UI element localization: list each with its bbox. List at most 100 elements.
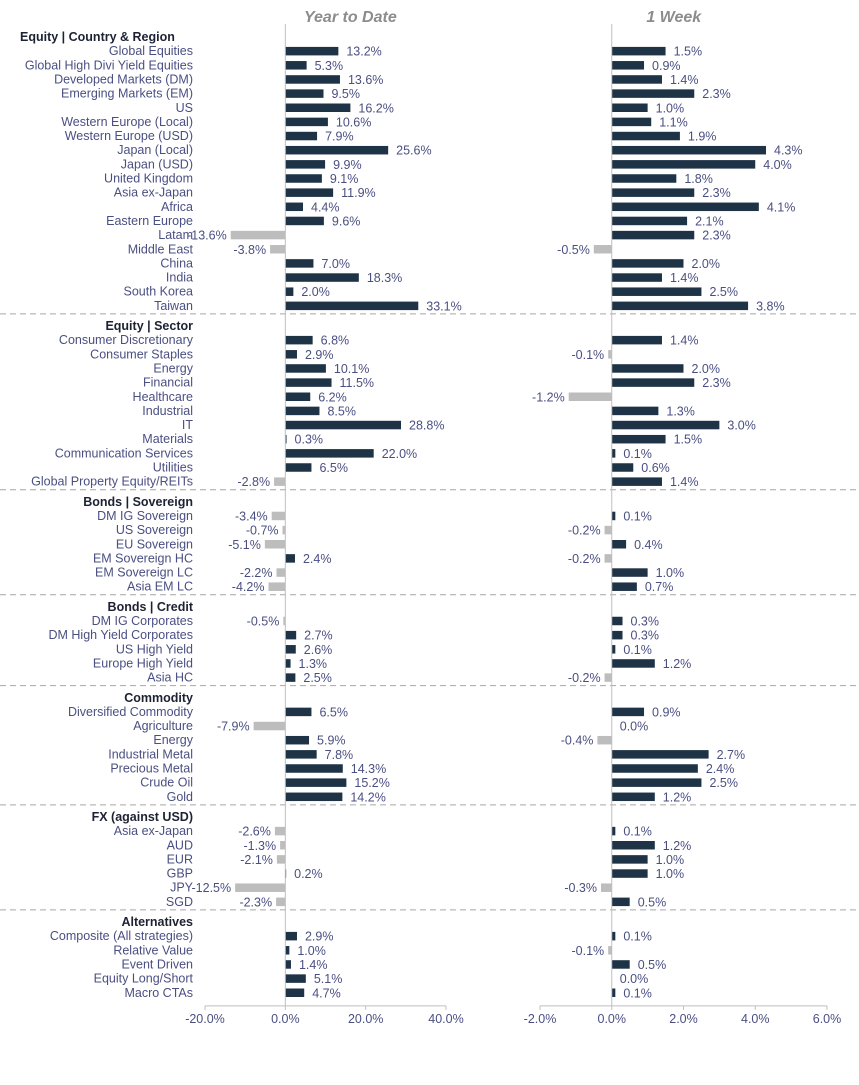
- value-label-week: 2.0%: [692, 362, 721, 376]
- value-label-week: 4.1%: [767, 200, 796, 214]
- value-label-week: 0.0%: [620, 972, 649, 986]
- bar-ytd: [285, 420, 402, 430]
- value-label-week: 0.0%: [620, 720, 649, 734]
- row-label: Eastern Europe: [106, 214, 193, 228]
- bar-ytd: [285, 259, 314, 268]
- value-label-ytd: 9.1%: [330, 172, 359, 186]
- bar-ytd: [285, 202, 304, 212]
- bar-ytd: [285, 792, 343, 802]
- value-label-week: -0.4%: [561, 734, 594, 748]
- value-label-week: -0.5%: [557, 243, 590, 257]
- value-label-ytd: 8.5%: [327, 404, 356, 418]
- row-label: Western Europe (USD): [65, 129, 193, 143]
- bar-week: [604, 525, 612, 535]
- x-tick-label: 4.0%: [741, 1012, 770, 1026]
- value-label-week: 4.0%: [763, 158, 792, 172]
- bar-week: [611, 659, 655, 668]
- value-label-ytd: -12.5%: [192, 881, 232, 895]
- row-label: Utilities: [153, 461, 193, 475]
- bar-week: [611, 540, 627, 549]
- value-label-week: 0.1%: [623, 986, 652, 1000]
- row-label: Equity Long/Short: [94, 972, 194, 986]
- value-label-week: 2.3%: [702, 186, 731, 200]
- value-label-ytd: -5.1%: [228, 538, 261, 552]
- row-label: Composite (All strategies): [50, 929, 193, 943]
- value-label-ytd: 7.9%: [325, 130, 354, 144]
- value-label-ytd: 22.0%: [382, 447, 417, 461]
- value-label-ytd: 2.9%: [305, 930, 334, 944]
- value-label-ytd: 5.9%: [317, 734, 346, 748]
- row-label: US High Yield: [116, 642, 193, 656]
- row-label: Consumer Discretionary: [59, 333, 194, 347]
- row-label: Japan (USD): [121, 157, 193, 171]
- row-label: GBP: [167, 867, 193, 881]
- value-label-ytd: 28.8%: [409, 419, 444, 433]
- value-label-week: 3.0%: [727, 419, 756, 433]
- bar-ytd: [285, 364, 326, 373]
- value-label-week: 4.3%: [774, 144, 803, 158]
- row-label: EUR: [167, 852, 193, 866]
- row-label: Global Equities: [109, 44, 193, 58]
- bar-week: [611, 434, 666, 444]
- value-label-ytd: 16.2%: [358, 101, 393, 115]
- value-label-week: 0.6%: [641, 461, 670, 475]
- value-label-ytd: 10.6%: [336, 115, 371, 129]
- row-label: Event Driven: [121, 957, 193, 971]
- value-label-ytd: 9.6%: [332, 214, 361, 228]
- row-label: Industrial: [142, 404, 193, 418]
- x-tick-label: -2.0%: [524, 1012, 557, 1026]
- bar-week: [611, 855, 648, 864]
- bar-week: [611, 988, 616, 997]
- x-tick-label: -20.0%: [185, 1012, 225, 1026]
- bar-ytd: [285, 659, 291, 668]
- bar-week: [611, 273, 662, 282]
- row-label: Materials: [142, 432, 193, 446]
- value-label-ytd: 9.9%: [333, 158, 362, 172]
- row-label: US Sovereign: [116, 523, 193, 537]
- value-label-ytd: 25.6%: [396, 144, 431, 158]
- value-label-ytd: 18.3%: [367, 271, 402, 285]
- bar-ytd: [285, 764, 343, 773]
- bar-ytd: [274, 826, 286, 836]
- bar-ytd: [276, 897, 286, 907]
- value-label-ytd: 6.2%: [318, 390, 347, 404]
- value-label-ytd: -1.3%: [243, 839, 276, 853]
- value-label-week: 1.2%: [663, 790, 692, 804]
- x-tick-label: 2.0%: [669, 1012, 698, 1026]
- value-label-week: 1.5%: [674, 433, 703, 447]
- bar-week: [611, 792, 655, 802]
- bar-week: [611, 301, 749, 311]
- bar-week: [611, 202, 759, 212]
- bar-week: [611, 764, 698, 773]
- bar-ytd: [285, 735, 310, 745]
- bar-ytd: [253, 721, 286, 731]
- value-label-week: -0.1%: [572, 348, 605, 362]
- value-label-ytd: 2.6%: [304, 643, 333, 657]
- value-label-week: -1.2%: [532, 390, 565, 404]
- bar-ytd: [285, 449, 374, 458]
- bar-week: [604, 554, 612, 563]
- value-label-ytd: 7.0%: [321, 257, 350, 271]
- bar-ytd: [285, 131, 318, 141]
- row-label: Developed Markets (DM): [54, 72, 193, 86]
- row-label: Global High Divi Yield Equities: [25, 58, 193, 72]
- value-label-ytd: 2.4%: [303, 552, 332, 566]
- bar-ytd: [285, 188, 334, 197]
- bar-week: [611, 188, 695, 197]
- bar-week: [611, 477, 662, 486]
- value-label-ytd: -2.3%: [239, 895, 272, 909]
- section-header: FX (against USD): [92, 810, 193, 824]
- value-label-week: 1.4%: [670, 73, 699, 87]
- bar-ytd: [285, 974, 306, 983]
- bar-week: [611, 869, 648, 878]
- panel-title-week: 1 Week: [646, 9, 702, 26]
- row-label: Gold: [167, 790, 193, 804]
- bar-week: [611, 645, 616, 654]
- row-label: Agriculture: [133, 719, 193, 733]
- bar-week: [611, 463, 634, 472]
- value-label-week: -0.2%: [568, 524, 601, 538]
- row-label: Europe High Yield: [93, 656, 193, 670]
- value-label-ytd: -7.9%: [217, 720, 250, 734]
- bar-ytd: [285, 145, 389, 155]
